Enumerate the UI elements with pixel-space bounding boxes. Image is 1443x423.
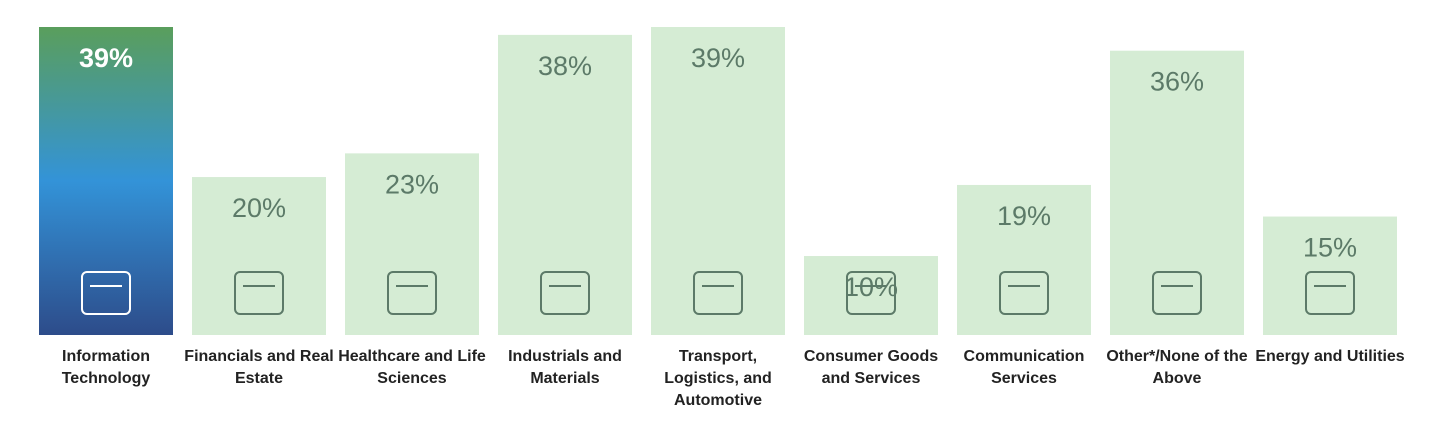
icon bbox=[540, 271, 590, 315]
icon bbox=[1152, 271, 1202, 315]
icon bbox=[693, 271, 743, 315]
bar bbox=[651, 27, 785, 335]
bar bbox=[804, 256, 938, 335]
icon bbox=[1305, 271, 1355, 315]
bar bbox=[345, 153, 479, 335]
icon bbox=[999, 271, 1049, 315]
category-label: Other*/None of the Above bbox=[1106, 348, 1248, 387]
category-label: Information Technology bbox=[61, 348, 151, 387]
bar bbox=[957, 184, 1091, 335]
category-label: Consumer Goods and Services bbox=[803, 348, 939, 387]
icon bbox=[81, 271, 131, 315]
value-label: 36% bbox=[1150, 67, 1204, 97]
category-label: Healthcare and Life Sciences bbox=[338, 348, 486, 387]
icon bbox=[387, 271, 437, 315]
bar bbox=[192, 177, 326, 335]
category-label: Communication Services bbox=[963, 348, 1085, 387]
value-label: 10% bbox=[844, 272, 898, 302]
category-label: Industrials and Materials bbox=[508, 348, 622, 387]
value-label: 23% bbox=[385, 169, 439, 199]
bar bbox=[1110, 50, 1244, 335]
value-label: 19% bbox=[997, 201, 1051, 231]
bar bbox=[498, 34, 632, 336]
value-label: 39% bbox=[691, 43, 745, 73]
category-label: Transport, Logistics, and Automotive bbox=[664, 348, 772, 409]
category-label: Financials and Real Estate bbox=[184, 348, 334, 387]
icon bbox=[234, 271, 284, 315]
value-label: 20% bbox=[232, 193, 286, 223]
icon bbox=[846, 271, 896, 315]
value-label: 15% bbox=[1303, 233, 1357, 263]
bar bbox=[39, 27, 173, 335]
value-label: 38% bbox=[538, 51, 592, 81]
value-label: 39% bbox=[79, 43, 133, 73]
category-label: Energy and Utilities bbox=[1255, 348, 1405, 365]
bar bbox=[1263, 216, 1397, 335]
